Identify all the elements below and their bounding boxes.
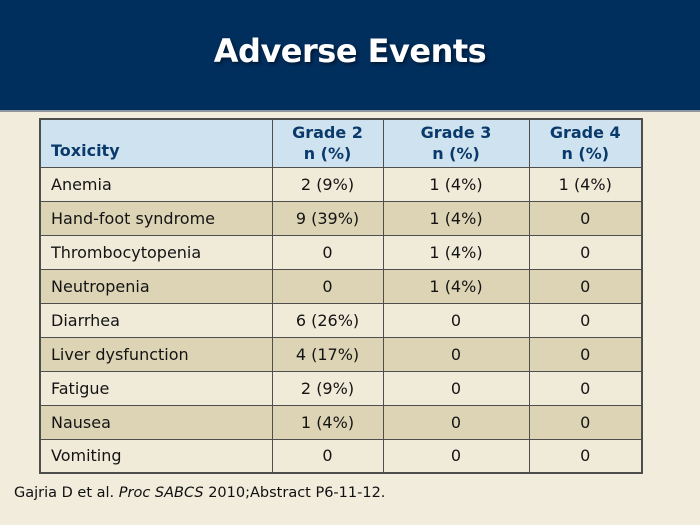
grade4-cell: 0 bbox=[528, 336, 643, 372]
grade2-cell: 2 (9%) bbox=[271, 370, 384, 406]
grade3-cell: 1 (4%) bbox=[382, 234, 530, 270]
toxicity-cell: Nausea bbox=[39, 404, 273, 440]
table-row: Thrombocytopenia 0 1 (4%) 0 bbox=[39, 234, 643, 270]
column-header-grade4: Grade 4 n (%) bbox=[528, 118, 643, 168]
table-row: Nausea 1 (4%) 0 0 bbox=[39, 404, 643, 440]
table-row: Hand-foot syndrome 9 (39%) 1 (4%) 0 bbox=[39, 200, 643, 236]
citation-journal: Proc SABCS bbox=[118, 485, 204, 501]
toxicity-cell: Liver dysfunction bbox=[39, 336, 273, 372]
grade2-cell: 4 (17%) bbox=[271, 336, 384, 372]
page-title: Adverse Events bbox=[213, 32, 487, 70]
toxicity-cell: Diarrhea bbox=[39, 302, 273, 338]
grade2-cell: 9 (39%) bbox=[271, 200, 384, 236]
grade3-cell: 0 bbox=[382, 404, 530, 440]
toxicity-table: Toxicity Grade 2 n (%) Grade 3 n (%) Gra… bbox=[39, 118, 643, 474]
column-header-sublabel: n (%) bbox=[561, 144, 610, 164]
grade4-cell: 0 bbox=[528, 268, 643, 304]
grade4-cell: 0 bbox=[528, 404, 643, 440]
grade4-cell: 1 (4%) bbox=[528, 166, 643, 202]
citation: Gajria D et al. Proc SABCS 2010;Abstract… bbox=[14, 485, 385, 501]
grade4-cell: 0 bbox=[528, 370, 643, 406]
grade3-cell: 0 bbox=[382, 336, 530, 372]
grade2-cell: 0 bbox=[271, 234, 384, 270]
column-header-toxicity: Toxicity bbox=[39, 118, 273, 168]
toxicity-cell: Neutropenia bbox=[39, 268, 273, 304]
grade3-cell: 0 bbox=[382, 438, 530, 474]
grade3-cell: 0 bbox=[382, 302, 530, 338]
adverse-events-table: Toxicity Grade 2 n (%) Grade 3 n (%) Gra… bbox=[39, 118, 643, 474]
table-header-row: Toxicity Grade 2 n (%) Grade 3 n (%) Gra… bbox=[39, 118, 643, 168]
table-row: Anemia 2 (9%) 1 (4%) 1 (4%) bbox=[39, 166, 643, 202]
table-row: Vomiting 0 0 0 bbox=[39, 438, 643, 474]
grade4-cell: 0 bbox=[528, 200, 643, 236]
column-header-label: Grade 2 bbox=[292, 122, 363, 142]
table-row: Liver dysfunction 4 (17%) 0 0 bbox=[39, 336, 643, 372]
toxicity-cell: Vomiting bbox=[39, 438, 273, 474]
grade2-cell: 0 bbox=[271, 268, 384, 304]
column-header-grade3: Grade 3 n (%) bbox=[382, 118, 530, 168]
column-header-label: Grade 4 bbox=[549, 122, 621, 142]
column-header-label: Grade 3 bbox=[420, 122, 492, 142]
grade4-cell: 0 bbox=[528, 302, 643, 338]
grade3-cell: 1 (4%) bbox=[382, 200, 530, 236]
grade3-cell: 1 (4%) bbox=[382, 166, 530, 202]
toxicity-cell: Thrombocytopenia bbox=[39, 234, 273, 270]
citation-text: 2010;Abstract P6-11-12. bbox=[203, 485, 386, 501]
table-row: Neutropenia 0 1 (4%) 0 bbox=[39, 268, 643, 304]
grade4-cell: 0 bbox=[528, 234, 643, 270]
toxicity-cell: Hand-foot syndrome bbox=[39, 200, 273, 236]
column-header-grade2: Grade 2 n (%) bbox=[271, 118, 384, 168]
column-header-sublabel: n (%) bbox=[303, 144, 352, 164]
column-header-sublabel: n (%) bbox=[432, 144, 480, 164]
grade2-cell: 6 (26%) bbox=[271, 302, 384, 338]
grade3-cell: 1 (4%) bbox=[382, 268, 530, 304]
table-row: Diarrhea 6 (26%) 0 0 bbox=[39, 302, 643, 338]
grade2-cell: 2 (9%) bbox=[271, 166, 384, 202]
table-row: Fatigue 2 (9%) 0 0 bbox=[39, 370, 643, 406]
grade4-cell: 0 bbox=[528, 438, 643, 474]
grade2-cell: 1 (4%) bbox=[271, 404, 384, 440]
title-bar: Adverse Events bbox=[0, 0, 700, 112]
column-header-label: Toxicity bbox=[51, 140, 120, 160]
toxicity-cell: Fatigue bbox=[39, 370, 273, 406]
citation-text: Gajria D et al. bbox=[14, 485, 119, 501]
grade3-cell: 0 bbox=[382, 370, 530, 406]
grade2-cell: 0 bbox=[271, 438, 384, 474]
toxicity-cell: Anemia bbox=[39, 166, 273, 202]
